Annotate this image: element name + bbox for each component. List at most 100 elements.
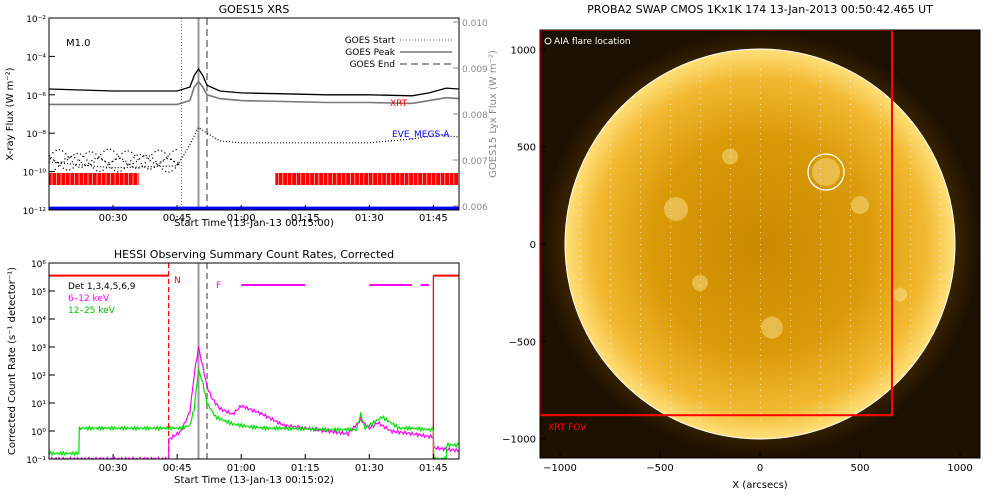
grid-dot (880, 197, 881, 199)
grid-dot (730, 208, 731, 210)
grid-dot (910, 349, 911, 351)
grid-dot (730, 220, 731, 222)
goes-noise-point (152, 162, 155, 164)
grid-dot (850, 226, 851, 228)
goes-noise-point (94, 157, 96, 160)
grid-dot (820, 308, 821, 310)
goes-noise-point (144, 162, 146, 164)
goes-noise-point (173, 161, 176, 163)
grid-dot (610, 354, 611, 356)
goes-noise-point (100, 154, 102, 156)
goes-y2-tick-label: 0.008 (462, 111, 488, 121)
grid-dot (760, 366, 761, 368)
goes-noise-point (83, 155, 85, 158)
grid-dot (700, 144, 701, 146)
grid-dot (850, 308, 851, 310)
grid-dot (910, 244, 911, 245)
grid-dot (880, 314, 881, 316)
grid-dot (940, 296, 941, 298)
goes-noise-point (164, 152, 166, 154)
xrt-fov-label: XRT FOV (548, 423, 587, 433)
grid-dot (760, 197, 761, 199)
grid-dot (910, 290, 911, 292)
grid-dot (760, 133, 761, 135)
grid-dot (850, 185, 851, 187)
goes-noise-point (161, 168, 163, 170)
grid-dot (850, 133, 851, 135)
grid-dot (700, 290, 701, 292)
goes-noise-point (176, 163, 178, 166)
grid-dot (760, 156, 761, 158)
grid-dot (610, 179, 611, 181)
goes-noise-point (116, 153, 118, 155)
grid-dot (700, 115, 701, 117)
grid-dot (940, 191, 941, 193)
active-region-2 (761, 316, 783, 339)
grid-dot (850, 273, 851, 275)
grid-dot (880, 127, 881, 129)
grid-dot (640, 232, 641, 234)
goes-noise-point (74, 164, 77, 166)
grid-dot (850, 121, 851, 123)
grid-dot (670, 349, 671, 351)
grid-dot (640, 150, 641, 152)
grid-dot (790, 144, 791, 146)
goes-x-axis-label: Start Time (13-Jan-13 00:15:00) (174, 218, 334, 229)
grid-dot (850, 103, 851, 105)
grid-dot (790, 203, 791, 205)
grid-dot (670, 331, 671, 333)
goes-y2-tick-label: 0.007 (462, 157, 488, 167)
grid-dot (730, 331, 731, 333)
goes-noise-point (100, 158, 103, 160)
grid-dot (910, 314, 911, 316)
goes-noise-point (93, 161, 95, 163)
goes-noise-point (173, 160, 175, 162)
grid-dot (670, 366, 671, 368)
grid-dot (640, 360, 641, 362)
swap-image (540, 30, 980, 458)
hessi-axes-frame (48, 262, 460, 460)
grid-dot (610, 325, 611, 327)
goes-noise-point (163, 159, 165, 161)
grid-dot (940, 185, 941, 187)
grid-dot (910, 238, 911, 240)
goes-noise-point (73, 154, 75, 156)
grid-dot (850, 255, 851, 257)
grid-dot (820, 185, 821, 187)
grid-dot (670, 133, 671, 135)
grid-dot (640, 214, 641, 216)
grid-dot (700, 103, 701, 105)
active-region-1 (812, 158, 840, 187)
grid-dot (850, 296, 851, 298)
grid-dot (670, 407, 671, 409)
grid-dot (820, 255, 821, 257)
grid-dot (730, 419, 731, 421)
grid-dot (880, 284, 881, 286)
goes-noise-point (143, 166, 146, 168)
grid-dot (610, 214, 611, 216)
grid-dot (700, 401, 701, 403)
goes-noise-point (121, 152, 123, 154)
aia-flare-circle (807, 153, 845, 191)
grid-dot (640, 127, 641, 129)
grid-dot (760, 331, 761, 333)
goes-noise-point (78, 166, 80, 168)
grid-dot (760, 267, 761, 269)
grid-dot (760, 308, 761, 310)
goes-noise-point (81, 166, 83, 168)
grid-dot (790, 331, 791, 333)
grid-dot (820, 133, 821, 135)
grid-dot (760, 354, 761, 356)
grid-dot (880, 319, 881, 321)
goes-noise-point (76, 152, 78, 155)
grid-dot (700, 349, 701, 351)
grid-dot (640, 354, 641, 356)
grid-dot (730, 314, 731, 316)
goes-noise-point (92, 151, 94, 153)
grid-dot (760, 378, 761, 380)
grid-dot (850, 372, 851, 374)
legend-goes-end: GOES End (350, 60, 395, 70)
grid-dot (670, 127, 671, 129)
grid-dot (790, 138, 791, 140)
grid-dot (940, 273, 941, 275)
